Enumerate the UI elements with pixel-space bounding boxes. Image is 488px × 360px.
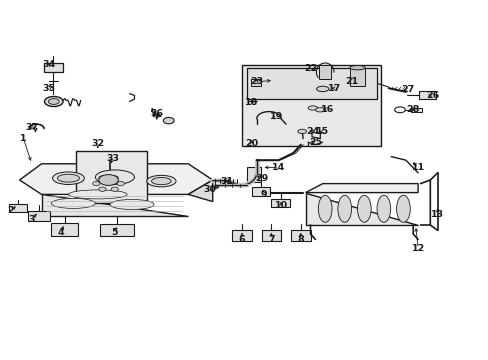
Bar [246,167,260,182]
Text: 28: 28 [406,105,419,114]
Text: 13: 13 [430,210,443,219]
Ellipse shape [316,86,328,91]
Ellipse shape [396,195,409,222]
Text: 9: 9 [260,190,267,199]
Text: 31: 31 [221,177,233,186]
Ellipse shape [318,195,331,222]
Text: 6: 6 [238,235,245,244]
Ellipse shape [349,66,365,70]
Text: 12: 12 [410,244,424,253]
Text: 11: 11 [410,163,424,172]
Ellipse shape [68,190,127,199]
Text: 14: 14 [271,163,285,172]
PathPatch shape [305,193,417,225]
Text: 35: 35 [42,84,55,93]
Ellipse shape [51,198,95,208]
Ellipse shape [337,195,351,222]
Bar [232,230,251,241]
Text: 10: 10 [274,201,287,210]
Bar [100,224,134,236]
Ellipse shape [93,181,100,186]
Ellipse shape [376,195,390,222]
Ellipse shape [99,187,106,192]
Bar [28,211,50,221]
Text: 29: 29 [254,174,268,183]
Text: 32: 32 [91,139,104,148]
Ellipse shape [48,99,59,104]
Text: 16: 16 [320,105,334,114]
Bar [251,187,270,196]
Bar [271,199,289,207]
Ellipse shape [111,187,118,192]
Bar [410,108,421,112]
Ellipse shape [307,106,317,110]
Ellipse shape [44,96,63,107]
Ellipse shape [99,176,106,180]
Bar [9,204,27,212]
Text: 36: 36 [150,109,163,118]
Text: 33: 33 [106,154,119,163]
Text: 27: 27 [401,85,414,94]
Ellipse shape [95,170,134,184]
Text: 15: 15 [316,127,328,136]
Ellipse shape [297,129,306,134]
Text: 2: 2 [7,206,14,215]
Ellipse shape [315,108,325,112]
Bar [51,223,78,236]
Text: 22: 22 [303,64,317,73]
Bar [261,230,281,241]
Ellipse shape [110,199,154,210]
PathPatch shape [305,184,417,193]
PathPatch shape [188,180,212,202]
Bar [290,230,310,241]
Text: 5: 5 [111,228,118,237]
Ellipse shape [117,181,124,186]
Ellipse shape [99,175,118,185]
Text: 23: 23 [250,77,263,85]
Bar [44,63,62,72]
Bar [250,79,260,86]
PathPatch shape [41,194,188,216]
PathPatch shape [20,164,212,194]
Text: 7: 7 [267,235,274,244]
Text: 3: 3 [28,215,35,224]
Bar [349,68,365,86]
Ellipse shape [163,117,174,124]
Ellipse shape [151,177,171,185]
Text: 30: 30 [203,184,216,194]
Bar [76,151,146,203]
Ellipse shape [146,175,176,187]
Bar [246,68,376,99]
Text: 18: 18 [244,98,258,107]
Bar [418,91,435,99]
Text: 17: 17 [327,84,341,93]
Text: 34: 34 [42,60,55,69]
Ellipse shape [357,195,370,222]
Text: 25: 25 [308,138,321,147]
Ellipse shape [111,176,118,180]
Ellipse shape [53,172,84,184]
Text: 37: 37 [25,123,38,132]
Bar [319,65,330,79]
Bar [242,65,381,146]
Text: 26: 26 [425,91,439,100]
Text: 24: 24 [305,127,319,136]
Text: 19: 19 [269,112,283,121]
Text: 1: 1 [20,134,27,143]
Text: 4: 4 [58,228,64,237]
Text: 8: 8 [297,235,304,244]
Ellipse shape [58,174,79,182]
Text: 21: 21 [345,77,358,85]
Text: 20: 20 [245,139,258,148]
